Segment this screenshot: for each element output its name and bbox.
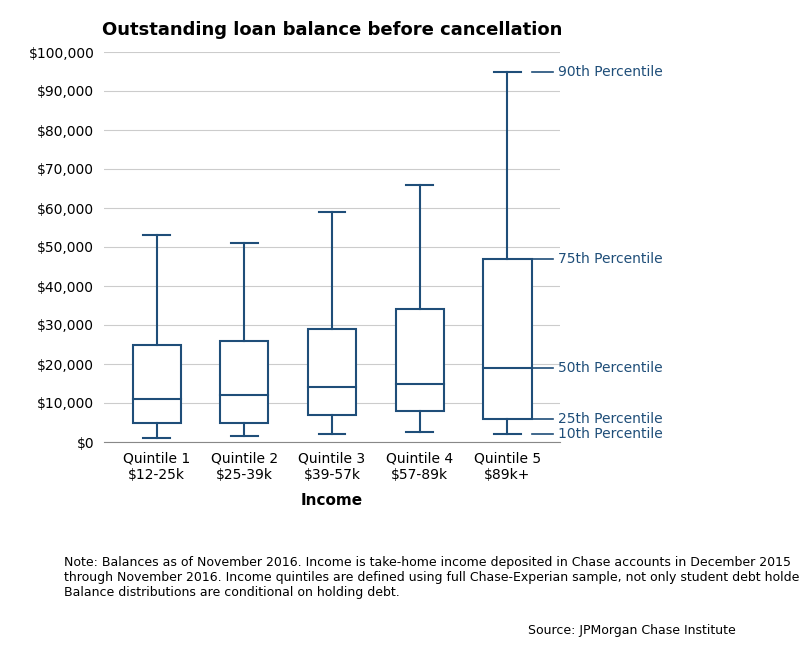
Text: 90th Percentile: 90th Percentile — [558, 64, 662, 79]
Bar — [483, 259, 531, 419]
Title: Outstanding loan balance before cancellation: Outstanding loan balance before cancella… — [102, 21, 562, 40]
Text: Note: Balances as of November 2016. Income is take-home income deposited in Chas: Note: Balances as of November 2016. Inco… — [64, 556, 800, 599]
Text: 75th Percentile: 75th Percentile — [558, 252, 662, 266]
Text: 50th Percentile: 50th Percentile — [558, 361, 662, 375]
X-axis label: Income: Income — [301, 493, 363, 508]
Bar — [308, 329, 356, 415]
Text: Source: JPMorgan Chase Institute: Source: JPMorgan Chase Institute — [528, 624, 736, 637]
Text: 25th Percentile: 25th Percentile — [558, 411, 662, 426]
Bar — [220, 341, 269, 422]
Bar — [395, 309, 444, 411]
Text: 10th Percentile: 10th Percentile — [558, 427, 662, 441]
Bar — [133, 344, 181, 422]
